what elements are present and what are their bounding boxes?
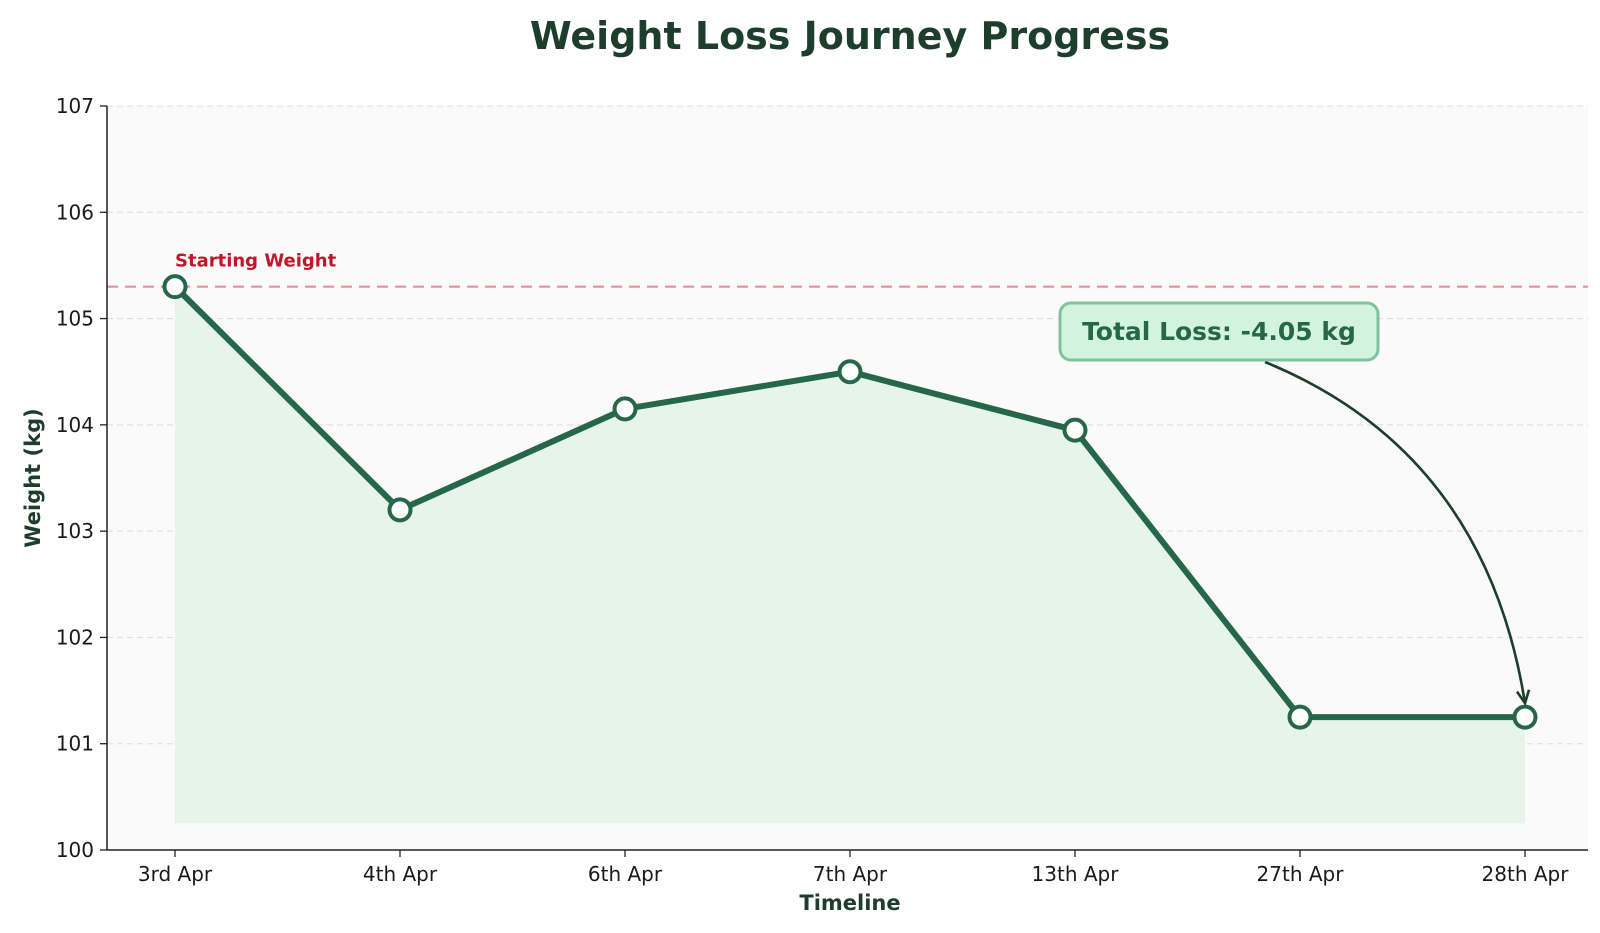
data-point bbox=[162, 274, 188, 300]
y-tick-label: 103 bbox=[56, 519, 94, 543]
y-tick-label: 102 bbox=[56, 625, 94, 649]
y-tick-label: 100 bbox=[56, 838, 94, 862]
x-tick-label: 27th Apr bbox=[1257, 862, 1345, 886]
annotation-arrow bbox=[1264, 360, 1527, 704]
data-point bbox=[837, 359, 863, 385]
starting-weight-label: Starting Weight bbox=[175, 251, 337, 272]
annotation-box bbox=[1058, 301, 1380, 362]
y-tick-label: 104 bbox=[56, 413, 94, 437]
x-tick-label: 4th Apr bbox=[363, 862, 438, 886]
x-tick-label: 13th Apr bbox=[1032, 862, 1120, 886]
x-ticks: 3rd Apr 4th Apr 6th Apr 7th Apr 13th Apr 27th… bbox=[138, 850, 1569, 886]
x-tick-label: 6th Apr bbox=[588, 862, 663, 886]
y-tick-label: 105 bbox=[56, 307, 94, 331]
x-tick-label: 7th Apr bbox=[813, 862, 888, 886]
data-point bbox=[1062, 417, 1088, 443]
y-tick-label: 107 bbox=[56, 94, 94, 118]
x-tick-label: 28th Apr bbox=[1482, 862, 1570, 886]
chart-title: Weight Loss Journey Progress bbox=[530, 14, 1170, 58]
x-tick-label: 3rd Apr bbox=[138, 862, 213, 886]
y-tick-label: 106 bbox=[56, 200, 94, 224]
data-point bbox=[1287, 704, 1313, 730]
data-point bbox=[1512, 704, 1538, 730]
data-markers bbox=[162, 274, 1538, 730]
y-tick-label: 101 bbox=[56, 732, 94, 756]
annotation-text: Total Loss: -4.05 kg bbox=[1082, 317, 1356, 346]
axes bbox=[106, 106, 1588, 851]
data-point bbox=[387, 497, 413, 523]
annotation-arrowhead bbox=[1515, 689, 1531, 707]
area-fill bbox=[175, 286, 1525, 824]
data-point bbox=[612, 396, 638, 422]
x-axis-label: Timeline bbox=[799, 891, 900, 915]
y-ticks: 100 101 102 103 104 105 106 107 bbox=[56, 94, 107, 862]
y-axis-label: Weight (kg) bbox=[21, 408, 45, 547]
